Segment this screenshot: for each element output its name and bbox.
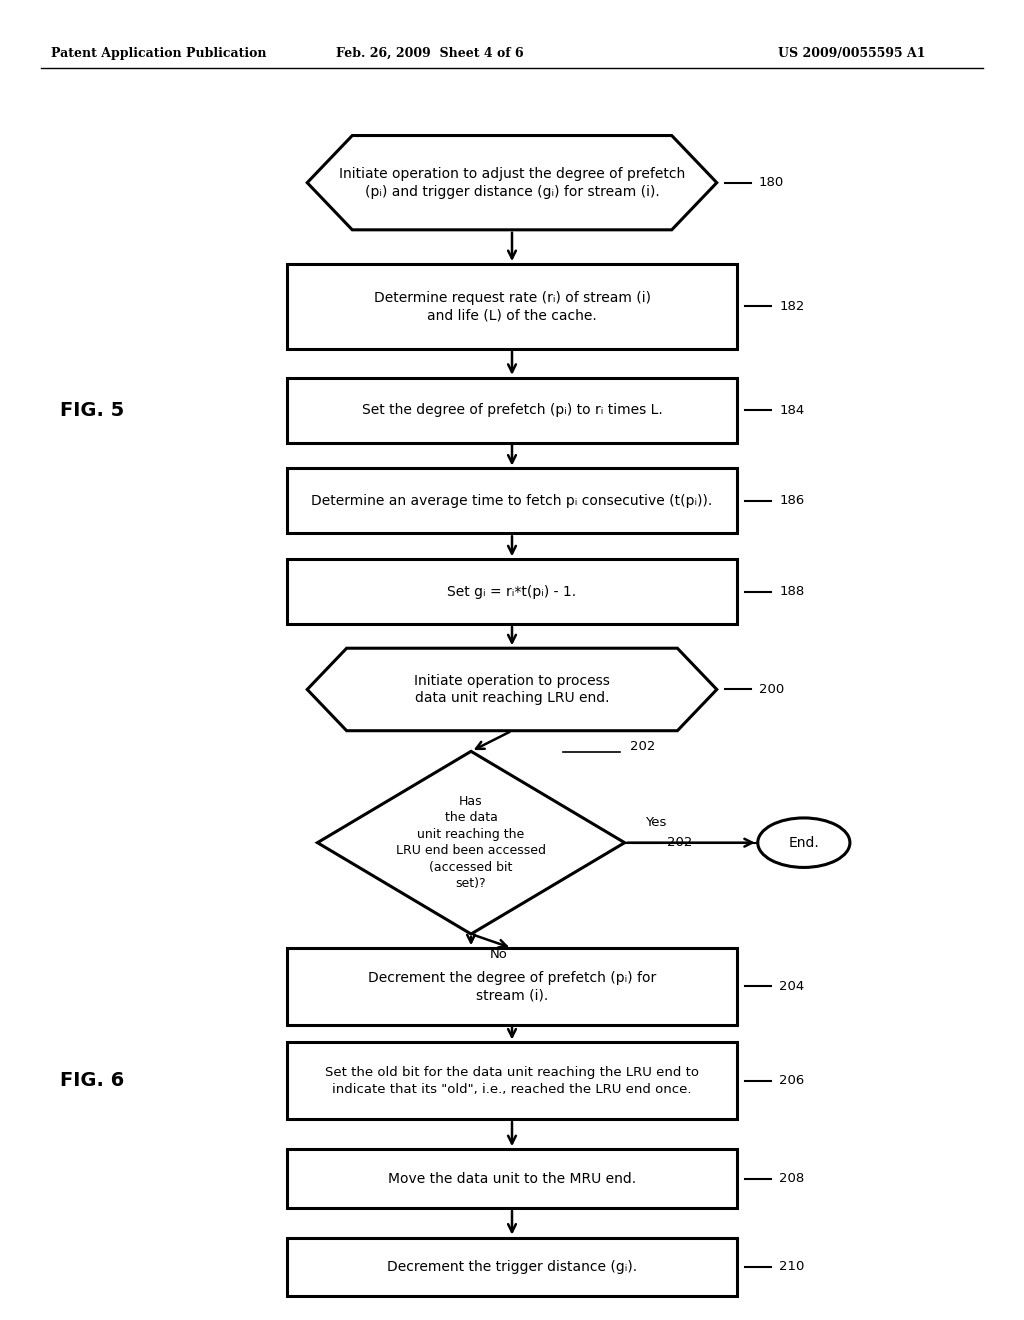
Text: Set the old bit for the data unit reaching the LRU end to
indicate that its "old: Set the old bit for the data unit reachi… <box>325 1067 699 1096</box>
Text: End.: End. <box>788 836 819 850</box>
FancyBboxPatch shape <box>287 948 737 1024</box>
Polygon shape <box>317 751 625 935</box>
Text: FIG. 5: FIG. 5 <box>60 401 124 420</box>
Text: 206: 206 <box>779 1074 805 1088</box>
Ellipse shape <box>758 818 850 867</box>
Text: 204: 204 <box>779 979 805 993</box>
Text: 188: 188 <box>779 585 805 598</box>
Text: 200: 200 <box>759 682 784 696</box>
Text: Decrement the degree of prefetch (pᵢ) for
stream (i).: Decrement the degree of prefetch (pᵢ) fo… <box>368 970 656 1002</box>
Text: Set gᵢ = rᵢ*t(pᵢ) - 1.: Set gᵢ = rᵢ*t(pᵢ) - 1. <box>447 585 577 599</box>
Text: 184: 184 <box>779 404 805 417</box>
FancyBboxPatch shape <box>287 1150 737 1208</box>
Polygon shape <box>307 136 717 230</box>
Polygon shape <box>307 648 717 731</box>
FancyBboxPatch shape <box>287 1238 737 1296</box>
Text: 202: 202 <box>630 739 655 752</box>
Text: 180: 180 <box>759 176 784 189</box>
Text: 210: 210 <box>779 1261 805 1274</box>
FancyBboxPatch shape <box>287 469 737 533</box>
Text: Has
the data
unit reaching the
LRU end been accessed
(accessed bit
set)?: Has the data unit reaching the LRU end b… <box>396 795 546 891</box>
Text: Move the data unit to the MRU end.: Move the data unit to the MRU end. <box>388 1172 636 1185</box>
Text: Determine an average time to fetch pᵢ consecutive (t(pᵢ)).: Determine an average time to fetch pᵢ co… <box>311 494 713 508</box>
Text: Determine request rate (rᵢ) of stream (i)
and life (L) of the cache.: Determine request rate (rᵢ) of stream (i… <box>374 290 650 322</box>
Text: Yes: Yes <box>645 816 666 829</box>
FancyBboxPatch shape <box>287 378 737 442</box>
Text: 182: 182 <box>779 300 805 313</box>
Text: Initiate operation to process
data unit reaching LRU end.: Initiate operation to process data unit … <box>414 673 610 705</box>
Text: Decrement the trigger distance (gᵢ).: Decrement the trigger distance (gᵢ). <box>387 1261 637 1274</box>
FancyBboxPatch shape <box>287 264 737 348</box>
FancyBboxPatch shape <box>287 560 737 624</box>
Text: No: No <box>489 948 507 961</box>
Text: 186: 186 <box>779 495 805 507</box>
Text: US 2009/0055595 A1: US 2009/0055595 A1 <box>778 46 926 59</box>
Text: Patent Application Publication: Patent Application Publication <box>51 46 266 59</box>
Text: Feb. 26, 2009  Sheet 4 of 6: Feb. 26, 2009 Sheet 4 of 6 <box>336 46 524 59</box>
Text: FIG. 6: FIG. 6 <box>60 1072 124 1090</box>
Text: Set the degree of prefetch (pᵢ) to rᵢ times L.: Set the degree of prefetch (pᵢ) to rᵢ ti… <box>361 403 663 417</box>
Text: 202: 202 <box>667 836 692 849</box>
Text: Initiate operation to adjust the degree of prefetch
(pᵢ) and trigger distance (g: Initiate operation to adjust the degree … <box>339 166 685 198</box>
Text: 208: 208 <box>779 1172 805 1185</box>
FancyBboxPatch shape <box>287 1043 737 1119</box>
